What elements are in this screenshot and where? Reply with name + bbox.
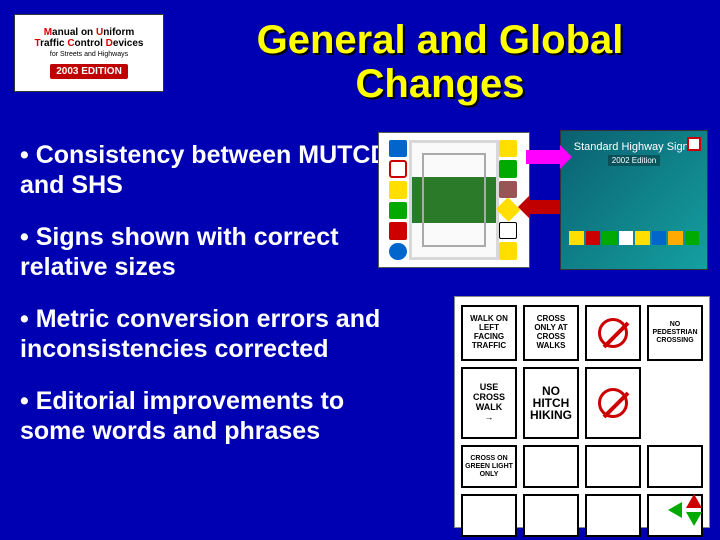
- bullet-3: • Metric conversion errors and inconsist…: [20, 304, 390, 364]
- sign-green: CROSS ON GREEN LIGHT ONLY: [461, 445, 517, 488]
- mutcd-cover-image: [378, 132, 530, 268]
- sign-small-3: [647, 445, 703, 488]
- bullet-list: • Consistency between MUTCD and SHS • Si…: [20, 140, 390, 468]
- sign-no-hitch: NOHITCHHIKING: [523, 367, 579, 440]
- slide-title: General and Global Changes: [190, 18, 690, 106]
- sign-use-crosswalk: USECROSSWALK→: [461, 367, 517, 440]
- badge-title: Manual on UniformTraffic Control Devices: [35, 27, 144, 49]
- sign-bottom-3: [585, 494, 641, 537]
- bullet-1: • Consistency between MUTCD and SHS: [20, 140, 390, 200]
- sign-small-1: [523, 445, 579, 488]
- sign-noped-label: NO PEDESTRIAN CROSSING: [647, 305, 703, 361]
- arrow-left-icon: [530, 200, 560, 214]
- shs-cover-image: Standard Highway Signs 2002 Edition: [560, 130, 708, 270]
- arrow-right-icon: [526, 150, 560, 164]
- shs-edition: 2002 Edition: [608, 155, 660, 166]
- sign-hitch-symbol: [585, 367, 641, 440]
- sign-cross: CROSS ONLY AT CROSS WALKS: [523, 305, 579, 361]
- sign-walk: WALK ON LEFT FACING TRAFFIC: [461, 305, 517, 361]
- shs-title: Standard Highway Signs: [574, 141, 694, 153]
- bullet-4: • Editorial improvements to some words a…: [20, 386, 390, 446]
- sign-bottom-2: [523, 494, 579, 537]
- sign-empty: [647, 367, 703, 440]
- bullet-2: • Signs shown with correct relative size…: [20, 222, 390, 282]
- nav-arrows-icon[interactable]: [666, 492, 708, 528]
- sign-small-2: [585, 445, 641, 488]
- badge-edition: 2003 EDITION: [50, 64, 128, 79]
- sign-noped: [585, 305, 641, 361]
- sign-bottom-1: [461, 494, 517, 537]
- mutcd-badge: Manual on UniformTraffic Control Devices…: [14, 14, 164, 92]
- badge-sub: for Streets and Highways: [50, 51, 128, 58]
